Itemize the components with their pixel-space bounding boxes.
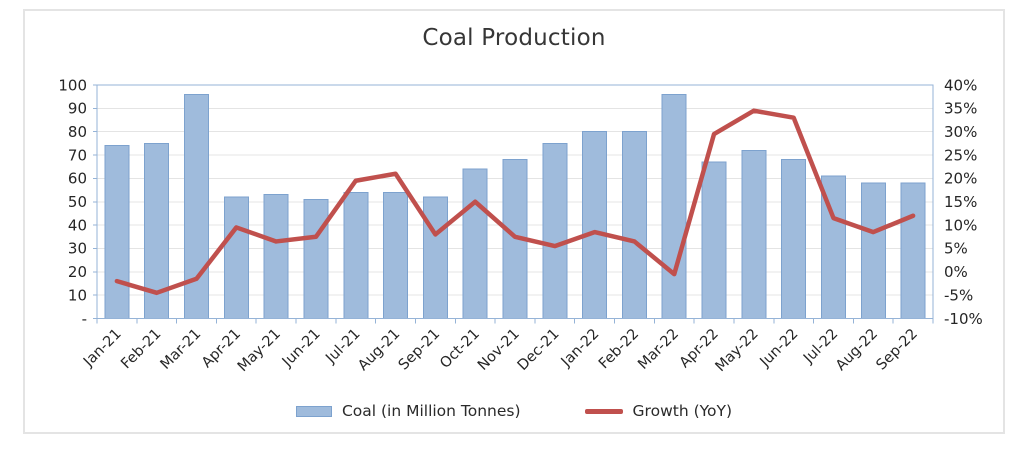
right-axis-tick-label: 20% [944,170,977,188]
coal-series-label: Coal (in Million Tonnes) [341,402,521,420]
coal-bar [184,93,210,319]
coal-bar [582,131,608,319]
y-axis-tick-label: 90 [68,100,87,118]
x-axis-label: May-21 [235,326,284,375]
y-axis-tick-label: 30 [68,240,87,258]
chart-legend: Coal (in Million Tonnes) Growth (YoY) [25,402,1003,420]
right-axis-tick-label: 5% [944,240,968,258]
x-axis-label: Sep-22 [874,326,921,373]
x-axis-label: Feb-21 [118,326,164,372]
x-axis-label: Mar-21 [158,326,205,373]
coal-bar [900,182,926,319]
x-axis-label: Jan-21 [80,326,125,371]
right-axis-tick-label: 40% [944,76,977,94]
x-axis-label: Jan-22 [558,326,603,371]
y-axis-tick-label: 10 [68,286,87,304]
legend-item-coal: Coal (in Million Tonnes) [295,402,521,420]
coal-bar [462,168,488,319]
y-axis-tick-label: 20 [68,263,87,281]
x-axis-label: Sep-21 [396,326,443,373]
coal-bar [741,149,767,319]
coal-bar [303,198,329,319]
x-axis-label: Mar-22 [635,326,682,373]
coal-bar [223,196,249,319]
right-axis-tick-label: 10% [944,216,977,234]
coal-bar [621,131,647,319]
growth-series-label: Growth (YoY) [632,402,733,420]
y-axis-tick-label: 80 [68,123,87,141]
right-axis-tick-label: 15% [944,193,977,211]
x-axis-label: Jun-21 [279,326,324,371]
y-axis-tick-label: 40 [68,216,87,234]
x-axis-label: Nov-21 [475,326,523,374]
coal-production-chart: 100 90 80 70 60 50 40 30 20 10 - 40% 35% 30% 25% 20% 15%… [58,76,983,375]
coal-bar [701,161,727,319]
coal-bar [263,194,289,319]
chart-title: Coal Production [422,25,606,51]
coal-bar [860,182,886,319]
chart-card: Coal Production 100 90 80 70 60 50 40 30 20 10 - 40… [23,9,1005,434]
x-axis-label: Jun-22 [757,326,802,371]
coal-bar [104,145,130,319]
growth-series-swatch-icon [584,408,623,414]
right-axis-tick-label: 0% [944,263,968,281]
x-axis-label: May-22 [713,326,762,375]
y-axis-tick-label: 60 [68,170,87,188]
y-axis-tick-label: 70 [68,146,87,164]
x-axis-label: Aug-22 [833,326,881,374]
right-axis-tick-label: -5% [944,286,973,304]
coal-bar [781,159,807,319]
x-axis-label: Aug-21 [355,326,403,374]
right-axis-tick-label: -10% [944,310,983,328]
x-axis-label: Dec-21 [515,326,563,374]
right-axis-tick-label: 25% [944,146,977,164]
coal-bar [383,191,409,319]
growth-line [114,108,916,296]
y-axis-tick-label: - [82,310,87,328]
right-axis-tick-label: 30% [944,123,977,141]
y-axis-tick-label: 100 [58,76,87,94]
right-axis-tick-label: 35% [944,100,977,118]
x-axis-label: Feb-22 [596,326,642,372]
y-axis-tick-label: 50 [68,193,87,211]
legend-item-growth: Growth (YoY) [584,402,733,420]
coal-bar [542,142,568,319]
coal-bar [422,196,448,319]
coal-bar [343,191,369,319]
coal-series-swatch-icon [295,405,332,417]
coal-bar [661,93,687,319]
